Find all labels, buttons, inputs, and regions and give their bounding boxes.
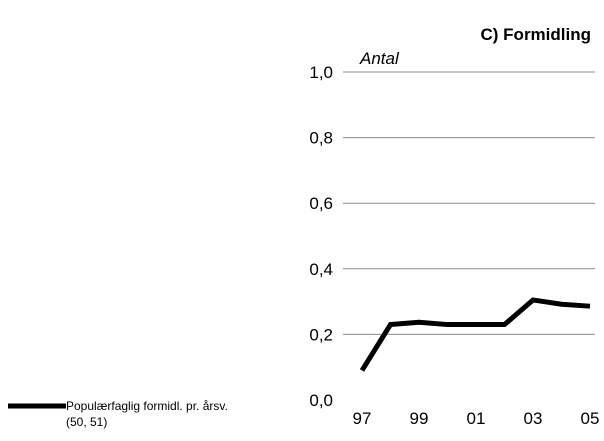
series-line — [359, 297, 591, 372]
gridlines — [343, 71, 595, 335]
chart-title: C) Formidling — [481, 25, 591, 44]
legend-label-line2: (50, 51) — [66, 415, 107, 429]
series-lines — [359, 297, 591, 372]
x-tick-label: 01 — [467, 409, 486, 428]
y-tick-label: 0,2 — [309, 325, 333, 344]
y-tick-label: 0,6 — [309, 194, 333, 213]
y-tick-label: 0,8 — [309, 129, 333, 148]
x-tick-label: 99 — [410, 409, 429, 428]
y-tick-label: 0,0 — [309, 391, 333, 410]
y-tick-labels: 0,0 0,2 0,4 0,6 0,8 1,0 — [309, 63, 333, 410]
x-tick-label: 97 — [353, 409, 372, 428]
x-tick-label: 05 — [581, 409, 600, 428]
legend: Populærfaglig formidl. pr. årsv. (50, 51… — [8, 399, 228, 429]
x-tick-label: 03 — [524, 409, 543, 428]
legend-label: Populærfaglig formidl. pr. årsv. — [66, 399, 228, 413]
y-tick-label: 0,4 — [309, 260, 333, 279]
y-tick-label: 1,0 — [309, 63, 333, 82]
y-axis-label: Antal — [359, 49, 400, 68]
x-tick-labels: 97 99 01 03 05 — [353, 409, 600, 428]
